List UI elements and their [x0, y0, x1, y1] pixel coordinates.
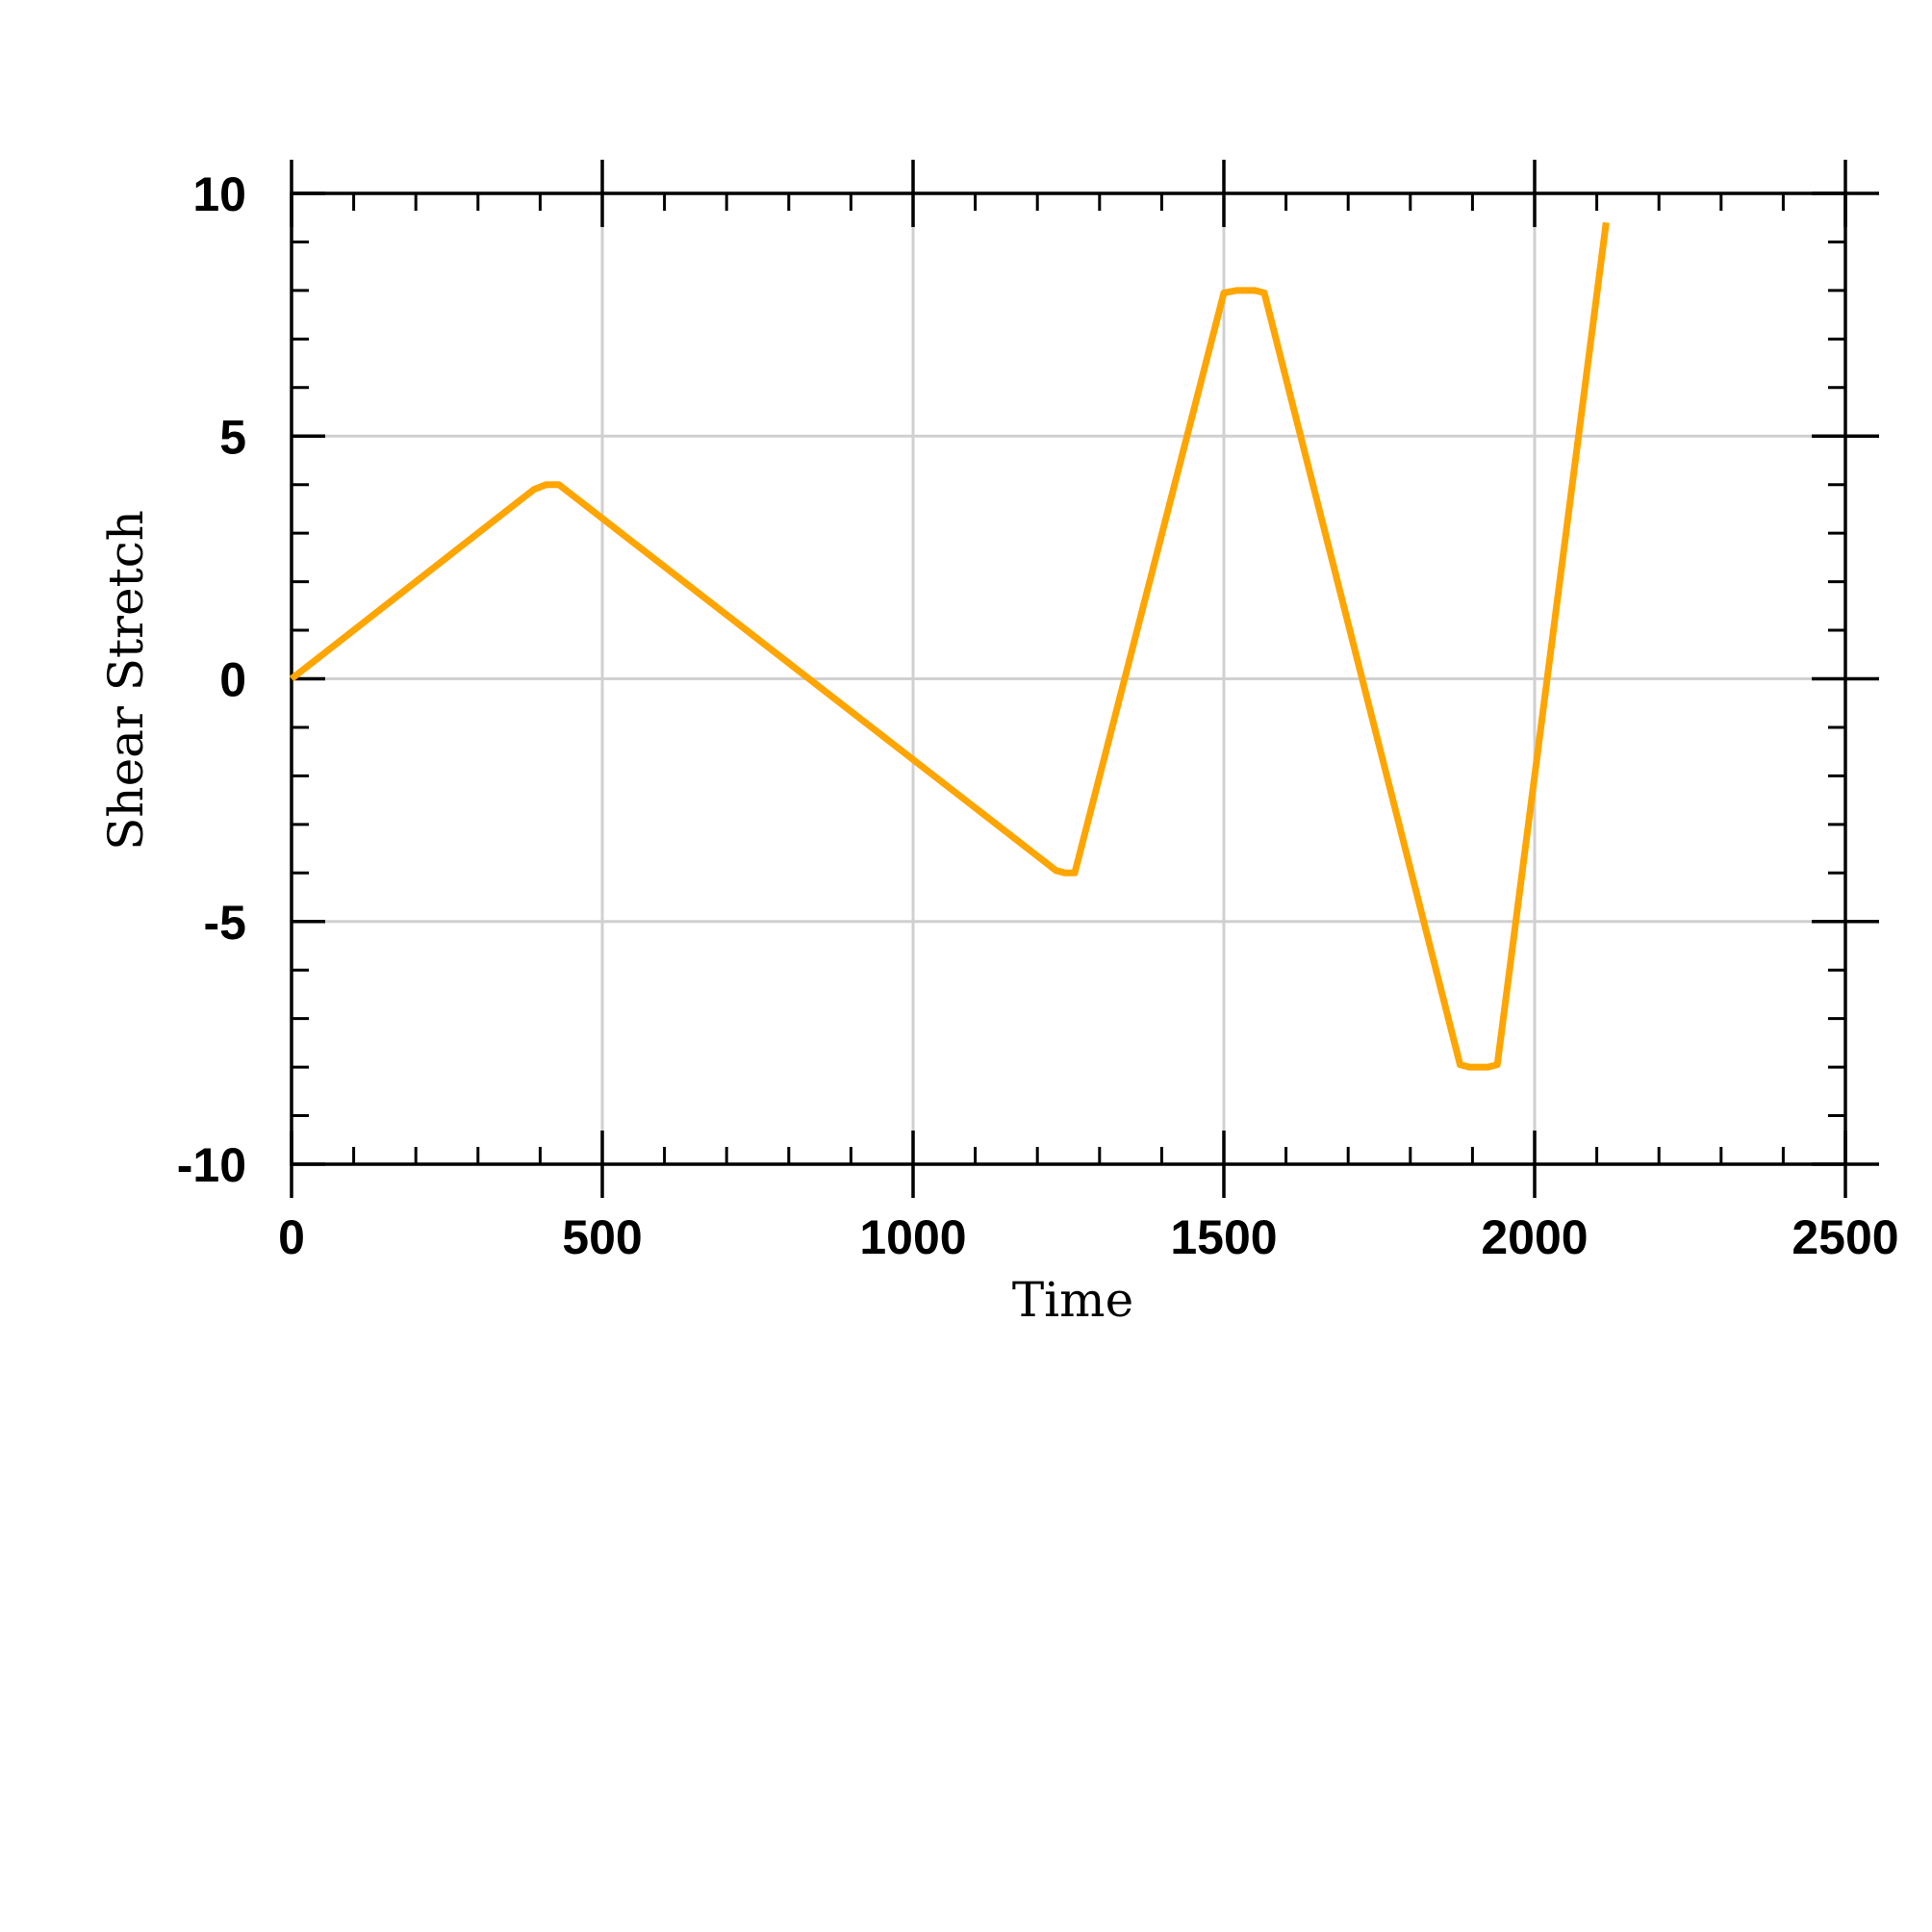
x-tick-label: 2000 [1481, 1210, 1588, 1264]
y-tick-label: -5 [204, 896, 246, 950]
x-tick-label: 500 [562, 1210, 642, 1264]
y-axis-title: Shear Stretch [98, 510, 154, 851]
y-tick-label: 5 [219, 410, 246, 464]
x-tick-label: 1000 [859, 1210, 966, 1264]
grid-lines [292, 193, 1845, 1164]
y-tick-label: -10 [177, 1138, 246, 1192]
series-line [289, 221, 1610, 1071]
x-tick-label: 1500 [1170, 1210, 1277, 1264]
x-tick-label: 2500 [1792, 1210, 1898, 1264]
series-layer [289, 221, 1610, 1071]
y-tick-label: 0 [219, 653, 246, 707]
x-tick-label: 0 [278, 1210, 305, 1264]
y-tick-label: 10 [192, 167, 246, 221]
tick-labels: 0 500 1000 1500 2000 2500 10 5 0 -5 -10 [177, 167, 1899, 1264]
axis-ticks [290, 160, 1879, 1198]
x-axis-title: Time [1012, 1272, 1133, 1328]
